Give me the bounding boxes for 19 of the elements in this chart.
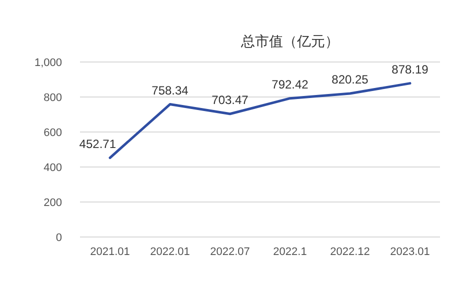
data-label: 452.71: [79, 136, 116, 151]
data-label: 758.34: [152, 83, 189, 98]
y-tick-label: 0: [56, 232, 62, 244]
chart-title: 总市值（亿元）: [240, 33, 339, 49]
y-tick-label: 1,000: [34, 57, 62, 69]
x-tick-label: 2023.01: [390, 246, 430, 258]
x-tick-label: 2022.12: [330, 246, 370, 258]
x-tick-label: 2021.01: [90, 246, 130, 258]
x-tick-label: 2022.07: [210, 246, 250, 258]
y-tick-label: 800: [44, 92, 62, 104]
data-label: 703.47: [212, 92, 249, 107]
data-label: 792.42: [272, 77, 309, 92]
data-label: 878.19: [392, 62, 429, 76]
data-label: 820.25: [332, 72, 369, 86]
y-tick-label: 400: [44, 162, 62, 174]
x-tick-label: 2022.01: [150, 246, 190, 258]
x-tick-label: 2022.1: [273, 246, 307, 258]
y-tick-label: 200: [44, 197, 62, 209]
y-tick-label: 600: [44, 127, 62, 139]
